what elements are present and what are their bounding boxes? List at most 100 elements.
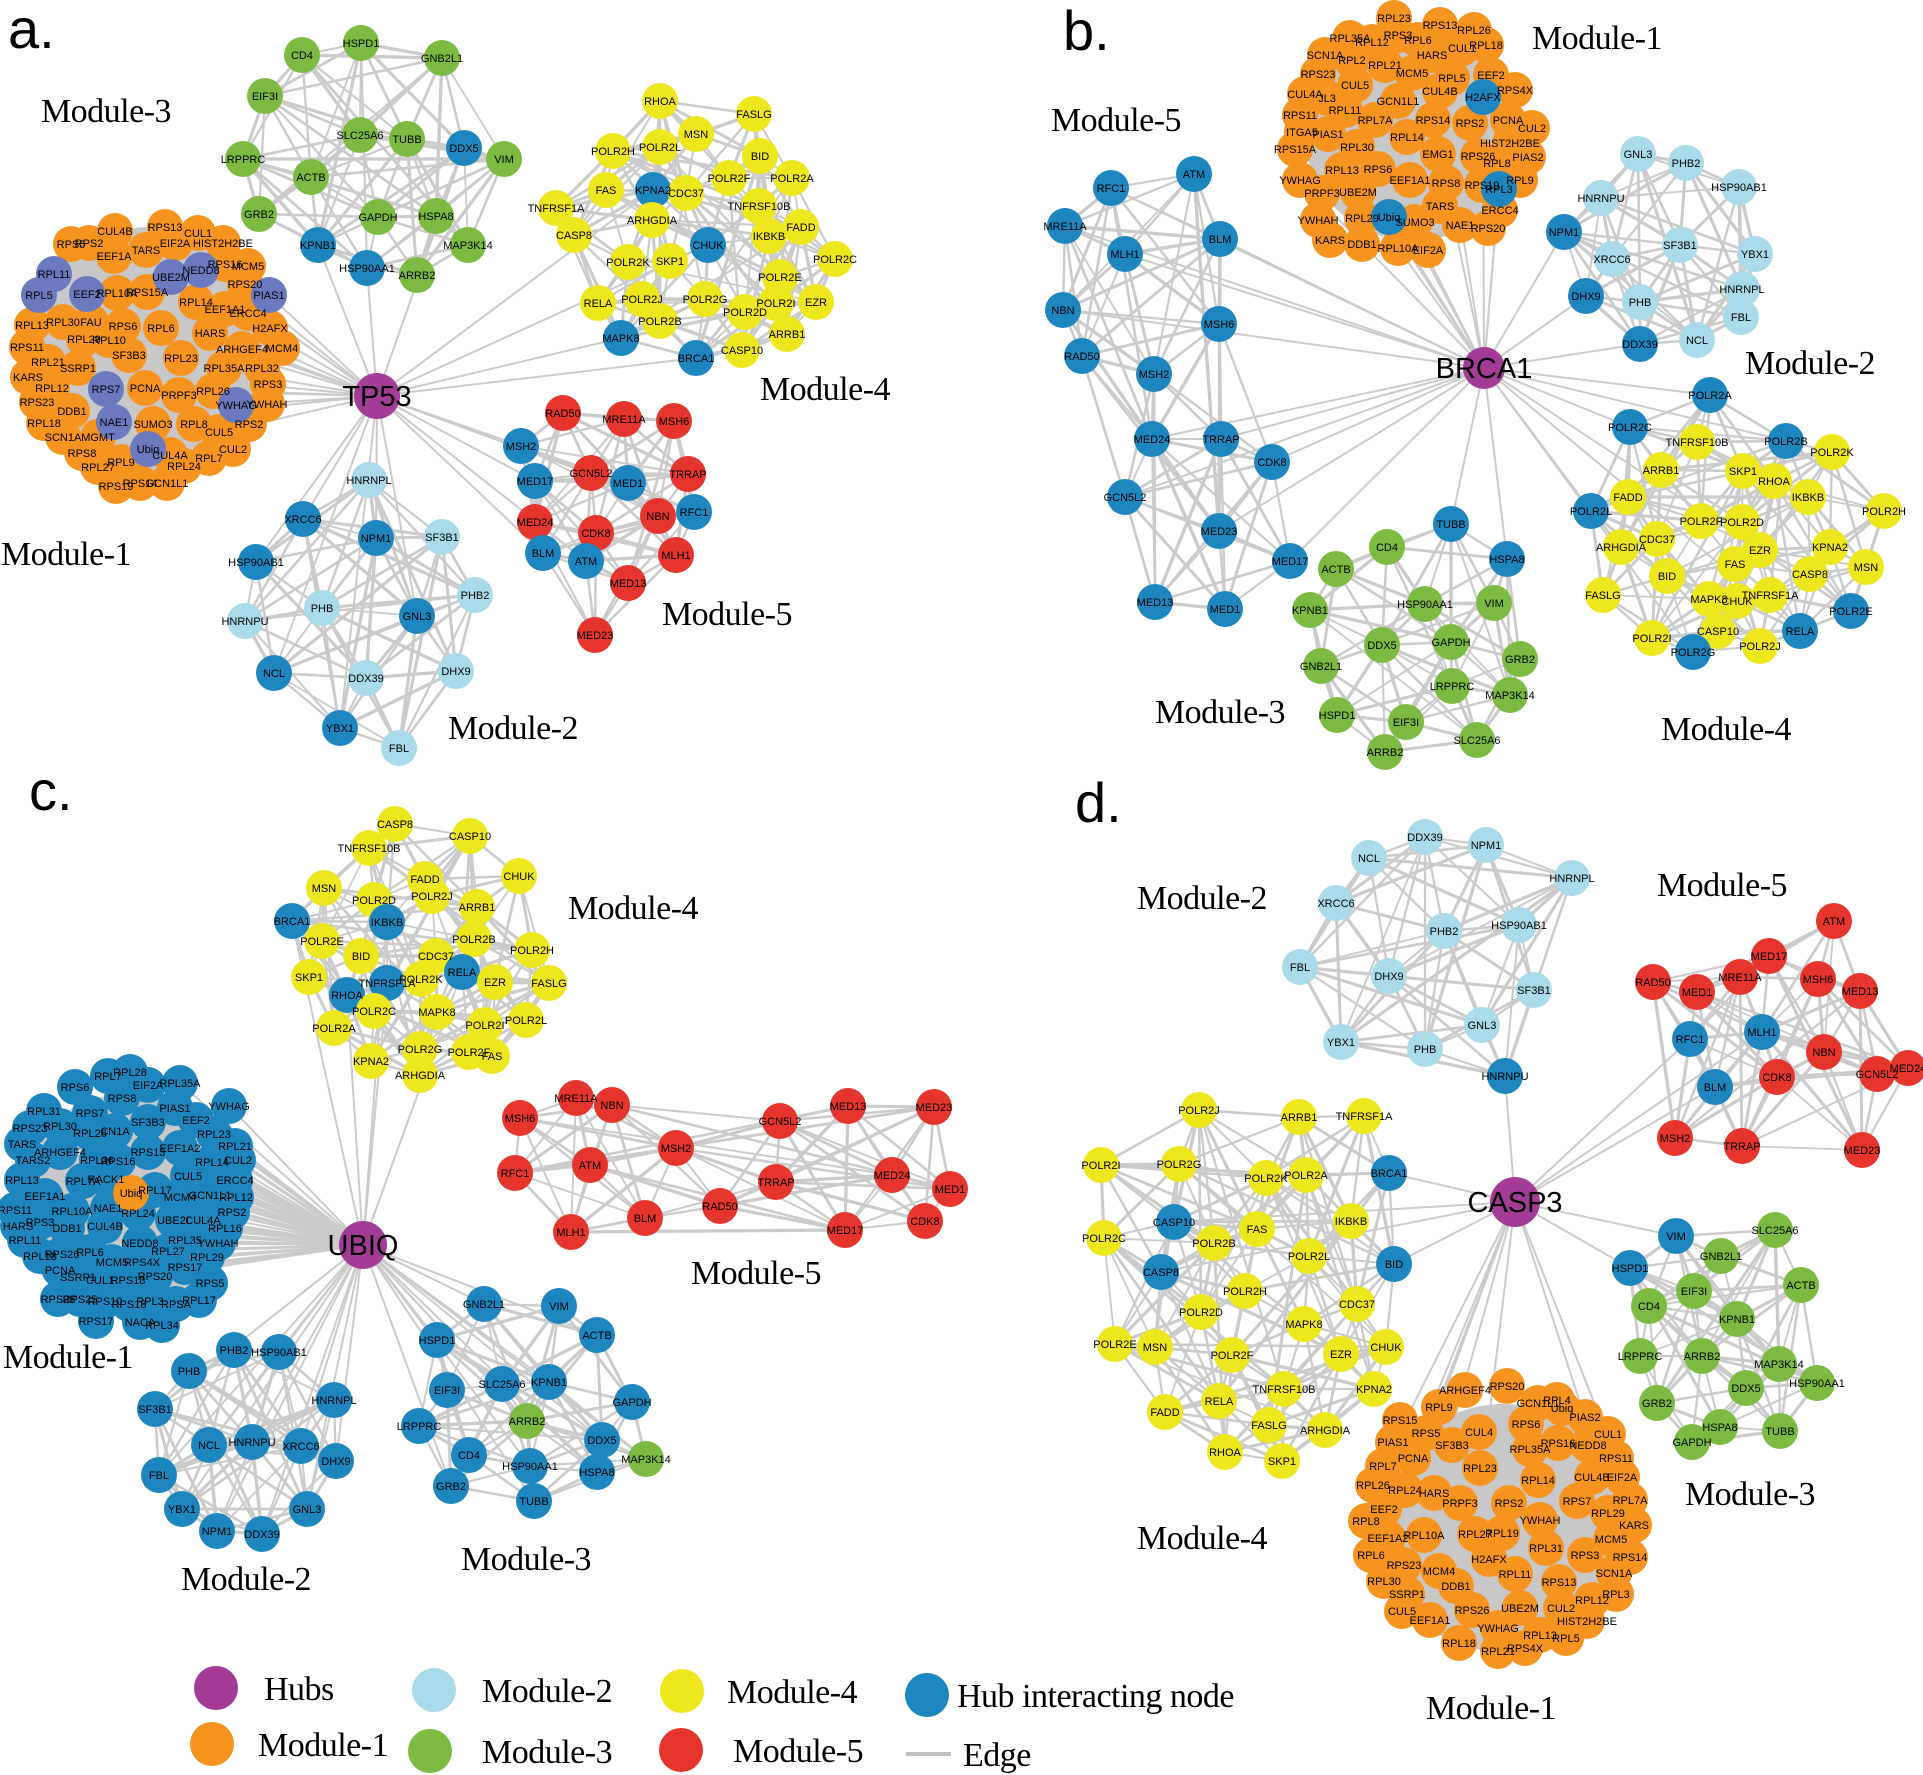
svg-text:HNRNPU: HNRNPU	[1481, 1071, 1528, 1083]
svg-text:Ubiq: Ubiq	[1378, 212, 1401, 224]
svg-text:RPS4X: RPS4X	[1507, 1643, 1544, 1655]
svg-text:RPL26: RPL26	[73, 1128, 107, 1140]
svg-text:EEF2: EEF2	[1477, 70, 1505, 82]
svg-text:NBN: NBN	[1051, 305, 1074, 317]
svg-text:PHB2: PHB2	[461, 590, 490, 602]
svg-text:RPL30: RPL30	[1367, 1576, 1401, 1588]
svg-text:RPL13: RPL13	[5, 1175, 39, 1187]
svg-text:RFC1: RFC1	[1676, 1034, 1705, 1046]
svg-text:FADD: FADD	[1150, 1407, 1179, 1419]
svg-text:MLH1: MLH1	[1747, 1027, 1776, 1039]
svg-text:VIM: VIM	[494, 154, 514, 166]
svg-text:PHB2: PHB2	[1672, 158, 1701, 170]
svg-text:RPL32: RPL32	[245, 363, 279, 375]
svg-text:UBIQ: UBIQ	[328, 1230, 399, 1262]
svg-text:RPS17: RPS17	[79, 1316, 114, 1328]
svg-text:RPS11: RPS11	[1283, 110, 1317, 122]
svg-text:RPS15A: RPS15A	[1274, 144, 1317, 156]
svg-text:KPNA2: KPNA2	[635, 185, 671, 197]
svg-text:ARHGDIA: ARHGDIA	[627, 215, 678, 227]
svg-text:PIAS1: PIAS1	[1312, 129, 1343, 141]
svg-text:MSH2: MSH2	[661, 1143, 692, 1155]
svg-text:HSPA8: HSPA8	[1489, 554, 1524, 566]
svg-text:POLR2J: POLR2J	[1178, 1105, 1220, 1117]
svg-text:FASLG: FASLG	[531, 978, 566, 990]
svg-text:HSP90AA1: HSP90AA1	[1789, 1378, 1845, 1390]
svg-text:DHX9: DHX9	[441, 666, 470, 678]
svg-text:CASP10: CASP10	[449, 831, 491, 843]
svg-text:Module-3: Module-3	[482, 1734, 612, 1771]
svg-text:SKP1: SKP1	[656, 256, 684, 268]
svg-text:RAD50: RAD50	[1064, 351, 1099, 363]
svg-text:PHB: PHB	[311, 603, 334, 615]
svg-text:RPL10A: RPL10A	[97, 288, 139, 300]
svg-text:ITGA5: ITGA5	[1286, 127, 1318, 139]
svg-text:POLR2H: POLR2H	[591, 146, 635, 158]
svg-text:MSH6: MSH6	[659, 416, 690, 428]
svg-text:Module-5: Module-5	[662, 596, 792, 633]
svg-text:RPL12: RPL12	[35, 383, 69, 395]
svg-text:LRPPRC: LRPPRC	[1430, 681, 1475, 693]
svg-text:GAPDH: GAPDH	[358, 212, 397, 224]
svg-text:GAPDH: GAPDH	[1431, 637, 1470, 649]
svg-text:RPS6: RPS6	[1364, 164, 1393, 176]
svg-text:SCN1A: SCN1A	[1307, 50, 1344, 62]
svg-text:CASP8: CASP8	[1143, 1267, 1179, 1279]
svg-text:RPL19: RPL19	[1485, 1528, 1519, 1540]
svg-text:RPS14: RPS14	[1613, 1552, 1648, 1564]
svg-text:NAE1: NAE1	[1446, 220, 1475, 232]
svg-text:HARS: HARS	[1417, 50, 1448, 62]
svg-text:GNB2L1: GNB2L1	[1300, 661, 1342, 673]
svg-text:UBE2M: UBE2M	[152, 272, 190, 284]
svg-text:CDK8: CDK8	[1762, 1072, 1791, 1084]
svg-text:EEF1A1: EEF1A1	[1390, 175, 1431, 187]
svg-text:RPS8: RPS8	[108, 1093, 137, 1105]
svg-text:DDX39: DDX39	[1407, 832, 1442, 844]
svg-text:FBL: FBL	[389, 743, 409, 755]
svg-text:Module-5: Module-5	[691, 1255, 821, 1292]
svg-text:RPL6: RPL6	[1357, 1550, 1385, 1562]
svg-text:KARS: KARS	[1315, 235, 1345, 247]
svg-text:IKBKB: IKBKB	[1792, 492, 1824, 504]
svg-text:FASLG: FASLG	[736, 109, 771, 121]
svg-text:RPS25: RPS25	[63, 1294, 98, 1306]
svg-text:YWHAH: YWHAH	[198, 1238, 239, 1250]
svg-text:RHOA: RHOA	[1758, 476, 1790, 488]
svg-text:Module-4: Module-4	[1661, 711, 1792, 748]
svg-text:HNRNPL: HNRNPL	[1719, 284, 1764, 296]
svg-text:HSPA8: HSPA8	[1702, 1422, 1737, 1434]
svg-text:TRRAP: TRRAP	[1723, 1141, 1760, 1153]
svg-text:Module-5: Module-5	[1657, 867, 1787, 904]
svg-text:BID: BID	[1658, 571, 1676, 583]
svg-text:RPS3: RPS3	[254, 379, 283, 391]
svg-text:MSH6: MSH6	[505, 1113, 536, 1125]
svg-text:POLR2E: POLR2E	[1829, 606, 1872, 618]
svg-text:RPS16: RPS16	[1541, 1438, 1576, 1450]
svg-text:RPS17: RPS17	[168, 1262, 203, 1274]
svg-text:RPS8: RPS8	[68, 448, 97, 460]
svg-text:SF3B1: SF3B1	[425, 532, 459, 544]
svg-text:CUL4A: CUL4A	[1287, 89, 1323, 101]
svg-text:RPS16: RPS16	[101, 1156, 136, 1168]
svg-text:DDB1: DDB1	[1347, 239, 1376, 251]
svg-text:NEDD8: NEDD8	[182, 265, 219, 277]
svg-text:FBL: FBL	[1731, 312, 1751, 324]
svg-text:XRCC6: XRCC6	[1317, 898, 1354, 910]
svg-text:HNRNPL: HNRNPL	[311, 1395, 356, 1407]
svg-text:MSN: MSN	[1143, 1342, 1168, 1354]
svg-text:BRCA1: BRCA1	[274, 916, 311, 928]
svg-text:Module-5: Module-5	[733, 1733, 863, 1770]
svg-text:RPL9: RPL9	[1506, 175, 1534, 187]
svg-text:TNFRSF10B: TNFRSF10B	[338, 843, 401, 855]
svg-text:DHX9: DHX9	[1571, 291, 1600, 303]
svg-text:PCNA: PCNA	[1493, 115, 1524, 127]
svg-text:H2AFX: H2AFX	[1465, 92, 1501, 104]
svg-text:PHB: PHB	[1414, 1044, 1437, 1056]
svg-text:RPL24: RPL24	[1388, 1485, 1422, 1497]
svg-text:RPL27: RPL27	[1458, 1529, 1492, 1541]
svg-text:HSP90AB1: HSP90AB1	[1711, 182, 1767, 194]
svg-text:POLR2D: POLR2D	[352, 895, 396, 907]
svg-text:PIAS2: PIAS2	[1569, 1412, 1600, 1424]
svg-text:ARHGEF4: ARHGEF4	[34, 1147, 86, 1159]
svg-text:RPL11: RPL11	[9, 1235, 42, 1247]
